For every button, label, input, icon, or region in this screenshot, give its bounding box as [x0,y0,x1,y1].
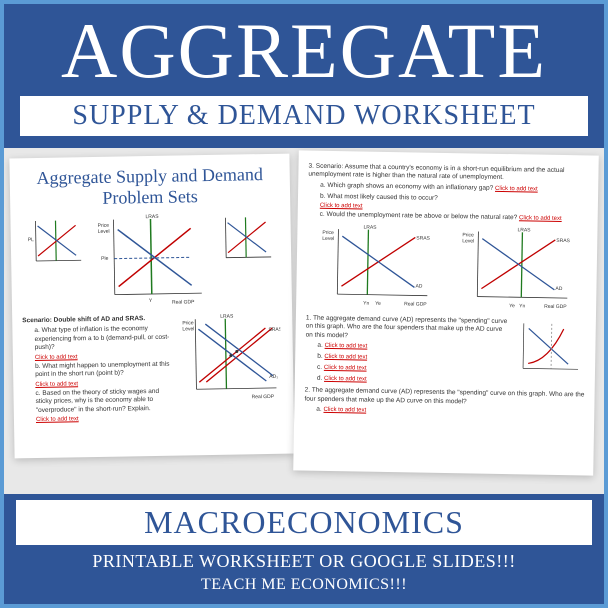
svg-text:SRAS: SRAS [268,327,281,333]
q-b: b. What might happen to unemployment at … [35,360,173,379]
scenario-row: Scenario: Double shift of AD and SRAS. a… [22,311,284,423]
q-a-text: What type of inflation is the economy ex… [35,326,170,352]
svg-text:Level: Level [98,229,110,235]
p2-chart-left: Price Level LRAS SRAS AD Yn Ye Real GDP [319,224,435,311]
svg-text:Real GDP: Real GDP [172,299,195,305]
p2-q1d: d. Click to add text [317,374,507,386]
p2-q2-text: The aggregate demand curve (AD) represen… [304,387,584,405]
svg-text:Yn: Yn [363,300,369,306]
click-p2c[interactable]: Click to add text [519,215,562,222]
svg-text:Y: Y [149,298,153,304]
svg-text:LRAS: LRAS [517,227,531,233]
p2-q2a: a. Click to add text [316,406,584,419]
opt-a: a. [317,342,323,349]
worksheet-page-1: Aggregate Supply and Demand Problem Sets… [9,154,294,459]
opt-b: b. [317,353,323,360]
p2-chart-row: Price Level LRAS SRAS AD Yn Ye Real GDP [306,221,588,315]
p2-qa-text: Which graph shows an economy with an inf… [327,182,493,192]
click-2[interactable]: Click to add text [35,379,173,387]
click-q1b[interactable]: Click to add text [324,354,367,361]
q-a: a. What type of inflation is the economy… [34,325,172,353]
scenario-2: 3. Scenario: Assume that a country's eco… [308,163,588,185]
p2-q1: 1. The aggregate demand curve (AD) repre… [306,314,508,343]
click-1[interactable]: Click to add text [35,352,173,360]
opt-d: d. [317,374,323,381]
svg-text:Ye: Ye [375,301,381,307]
svg-text:Yn: Yn [519,303,525,309]
chart-small-right [215,212,277,308]
scenario-2-text: Scenario: Assume that a country's econom… [308,163,564,182]
svg-text:SRAS: SRAS [416,235,430,241]
footer-line2: TEACH ME ECONOMICS!!! [16,576,592,594]
q-c-text: Based on the theory of sticky wages and … [36,388,160,414]
p2-q1-row: 1. The aggregate demand curve (AD) repre… [305,312,586,389]
header: AGGREGATE SUPPLY & DEMAND WORKSHEET [4,4,604,148]
chart-bottom-right: Price Level LRAS SRAS AD₁ Real GDP [180,313,282,419]
click-q2a[interactable]: Click to add text [323,407,366,414]
content-area: Aggregate Supply and Demand Problem Sets… [4,148,604,494]
chart-small-left: PL [25,215,87,311]
title-main: AGGREGATE [20,12,588,90]
click-q1c[interactable]: Click to add text [324,365,367,372]
opt-c: c. [317,364,322,371]
footer-line1: PRINTABLE WORKSHEET OR GOOGLE SLIDES!!! [16,551,592,572]
worksheet-page-2: 3. Scenario: Assume that a country's eco… [293,150,599,475]
p2-chart-q1 [513,318,584,388]
svg-text:Real GDP: Real GDP [544,304,567,310]
svg-text:SRAS: SRAS [556,238,570,244]
q-b-text: What might happen to unemployment at thi… [35,360,169,378]
footer-banner: MACROECONOMICS [16,500,592,545]
svg-text:LRAS: LRAS [363,224,377,230]
p2-q1c: c. Click to add text [317,364,507,376]
svg-text:Real GDP: Real GDP [404,301,427,307]
chart-row-top: PL LRAS Ple Price Lev [20,210,282,314]
svg-text:LRAS: LRAS [145,214,159,220]
svg-text:Level: Level [182,326,194,332]
click-3[interactable]: Click to add text [36,415,174,423]
click-q1d[interactable]: Click to add text [324,375,367,382]
svg-text:LRAS: LRAS [220,314,234,320]
svg-text:AD: AD [555,286,562,292]
p2-q1-col: 1. The aggregate demand curve (AD) repre… [305,312,508,388]
svg-text:AD₁: AD₁ [269,374,278,380]
p2-q1a: a. Click to add text [317,342,507,354]
p2-qb-text: What most likely caused this to occur? [327,193,438,202]
svg-text:AD: AD [415,283,422,289]
click-p2a[interactable]: Click to add text [495,186,538,193]
svg-text:Level: Level [462,238,474,244]
p2-qc-text: Would the unemployment rate be above or … [327,211,518,221]
title-sub: SUPPLY & DEMAND WORKSHEET [20,96,588,136]
q-c: c. Based on the theory of sticky wages a… [35,387,173,415]
click-q1a[interactable]: Click to add text [325,343,368,350]
scenario-text-col: Scenario: Double shift of AD and SRAS. a… [22,313,174,424]
svg-text:Ye: Ye [509,303,515,309]
chart-main: LRAS Ple Price Level Real GDP Y [95,213,207,310]
svg-text:PL: PL [28,237,34,243]
opt2-a: a. [316,406,322,413]
svg-text:Ple: Ple [101,256,109,262]
p2-q1b: b. Click to add text [317,353,507,365]
scenario-title: Scenario: Double shift of AD and SRAS. [22,315,172,326]
p2-q2: 2. The aggregate demand curve (AD) repre… [304,387,584,409]
page1-title: Aggregate Supply and Demand Problem Sets [20,164,281,211]
main-container: AGGREGATE SUPPLY & DEMAND WORKSHEET Aggr… [0,0,608,608]
footer: MACROECONOMICS PRINTABLE WORKSHEET OR GO… [4,494,604,604]
p2-chart-right: Price Level LRAS SRAS AD Ye Yn Real GDP [459,226,575,313]
svg-text:Real GDP: Real GDP [252,394,275,400]
p2-q1-text: The aggregate demand curve (AD) represen… [306,315,508,339]
svg-text:Level: Level [322,236,334,242]
